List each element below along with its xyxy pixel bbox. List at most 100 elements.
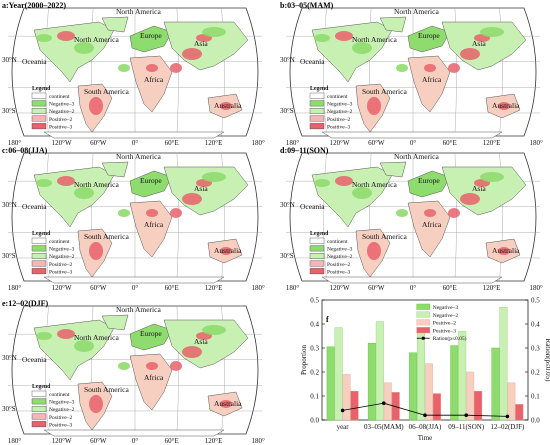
negative-3-patch bbox=[480, 172, 504, 182]
legend-swatch bbox=[31, 421, 47, 428]
bar-positive3 bbox=[474, 390, 483, 421]
panel-title: c:06–08(JJA) bbox=[2, 146, 48, 155]
y-tick-label: 0.5 bbox=[310, 297, 319, 305]
legend-label: Negative–3 bbox=[49, 247, 75, 253]
lon-label: 180° bbox=[8, 437, 22, 445]
positive-3-patch bbox=[335, 176, 353, 186]
bar-positive2 bbox=[383, 382, 392, 421]
legend-label: Negative–3 bbox=[49, 102, 75, 108]
panel-title: b:03–05(MAM) bbox=[280, 1, 334, 10]
positive-3-patch bbox=[424, 209, 436, 217]
legend-swatch bbox=[309, 115, 325, 122]
positive-3-patch bbox=[146, 64, 158, 72]
positive-3-patch bbox=[460, 48, 480, 60]
label-south-america: South America bbox=[84, 87, 129, 96]
bar-negative2 bbox=[458, 330, 467, 421]
x-tick-label: year bbox=[337, 423, 350, 431]
lat-label-30n: 30°N bbox=[280, 201, 295, 209]
negative-3-patch bbox=[480, 27, 504, 37]
legend-swatch bbox=[31, 245, 47, 252]
label-south-america: South America bbox=[84, 385, 129, 394]
label-north-america: North America bbox=[352, 35, 397, 44]
positive-3-patch bbox=[89, 97, 103, 115]
panel-title: d:09–11(SON) bbox=[280, 146, 329, 155]
positive-3-patch bbox=[146, 362, 158, 370]
negative-3-patch bbox=[202, 325, 226, 335]
label-asia: Asia bbox=[194, 337, 208, 346]
label-australia: Australia bbox=[492, 101, 520, 110]
legend-swatch bbox=[309, 123, 325, 130]
legend-label: Negative–3 bbox=[49, 400, 75, 406]
lon-label: 60°E bbox=[165, 284, 179, 292]
lon-label: 120°E bbox=[205, 284, 223, 292]
legend-swatch bbox=[416, 303, 431, 310]
legend-label: Negative–2 bbox=[433, 313, 459, 319]
lon-label: 180° bbox=[529, 139, 543, 147]
bar-negative2 bbox=[417, 329, 426, 421]
antarctica-shape bbox=[321, 131, 503, 139]
positive-3-patch bbox=[220, 247, 232, 255]
lat-label-30s: 30°S bbox=[280, 107, 294, 115]
label-north-america-top: North America bbox=[116, 305, 161, 314]
negative-3-patch bbox=[74, 42, 94, 54]
africa-shape bbox=[129, 55, 173, 113]
positive-3-patch bbox=[57, 176, 75, 186]
legend-title: Legend bbox=[310, 86, 329, 92]
legend-title: Legend bbox=[32, 86, 51, 92]
label-south-america: South America bbox=[362, 232, 407, 241]
lon-label: 120°W bbox=[330, 284, 350, 292]
positive-3-patch bbox=[182, 193, 202, 205]
ratio-point bbox=[382, 401, 386, 405]
legend-label: Negative–2 bbox=[49, 407, 75, 413]
x-tick-label: 03–05(MAM) bbox=[364, 423, 404, 431]
label-asia: Asia bbox=[472, 184, 486, 193]
legend-swatch bbox=[416, 311, 431, 318]
legend-title: Legend bbox=[310, 231, 329, 237]
bar-negative2 bbox=[334, 327, 343, 421]
x-tick-label: 06–08(JJA) bbox=[409, 423, 442, 431]
positive-3-patch bbox=[367, 242, 381, 260]
positive-3-patch bbox=[146, 209, 158, 217]
label-africa: Africa bbox=[422, 220, 442, 229]
positive-3-patch bbox=[335, 31, 353, 41]
lat-label-30s: 30°S bbox=[2, 405, 16, 413]
panel-title: e:12–02(DJF) bbox=[2, 299, 49, 308]
legend-label: continent bbox=[327, 94, 348, 100]
legend-swatch bbox=[31, 123, 47, 130]
ratio-point bbox=[505, 414, 510, 419]
lon-label: 120°E bbox=[483, 139, 501, 147]
bar-positive3 bbox=[391, 392, 400, 421]
legend-swatch bbox=[309, 268, 325, 275]
lon-label: 180° bbox=[251, 437, 265, 445]
label-africa: Africa bbox=[144, 220, 164, 229]
negative-3-patch bbox=[202, 172, 226, 182]
lon-label: 60°W bbox=[368, 284, 385, 292]
lon-label: 180° bbox=[286, 284, 300, 292]
panel-label-f: f bbox=[326, 315, 329, 324]
positive-3-patch bbox=[498, 247, 510, 255]
label-south-america: South America bbox=[84, 232, 129, 241]
label-europe: Europe bbox=[140, 176, 162, 185]
label-australia: Australia bbox=[214, 101, 242, 110]
label-north-america-top: North America bbox=[394, 152, 439, 161]
y-tick-label: 0.3 bbox=[310, 345, 319, 353]
lat-label-30s: 30°S bbox=[2, 107, 16, 115]
label-north-america: North America bbox=[74, 180, 119, 189]
bar-negative3 bbox=[491, 347, 500, 421]
label-australia: Australia bbox=[214, 246, 242, 255]
label-europe: Europe bbox=[418, 176, 440, 185]
lat-label-30n: 30°N bbox=[2, 56, 17, 64]
africa-shape bbox=[129, 200, 173, 258]
legend-swatch bbox=[309, 107, 325, 114]
legend-label: Negative–3 bbox=[327, 102, 353, 108]
negative-3-patch bbox=[36, 332, 52, 340]
bar-positive3 bbox=[350, 390, 359, 421]
lat-label-30s: 30°S bbox=[2, 252, 16, 260]
legend-label: Positive–3 bbox=[49, 124, 72, 130]
positive-3-patch bbox=[460, 193, 480, 205]
bar-positive2 bbox=[507, 382, 516, 421]
legend-label: Positive–2 bbox=[49, 262, 72, 268]
lon-label: 60°W bbox=[368, 139, 385, 147]
label-europe: Europe bbox=[140, 31, 162, 40]
